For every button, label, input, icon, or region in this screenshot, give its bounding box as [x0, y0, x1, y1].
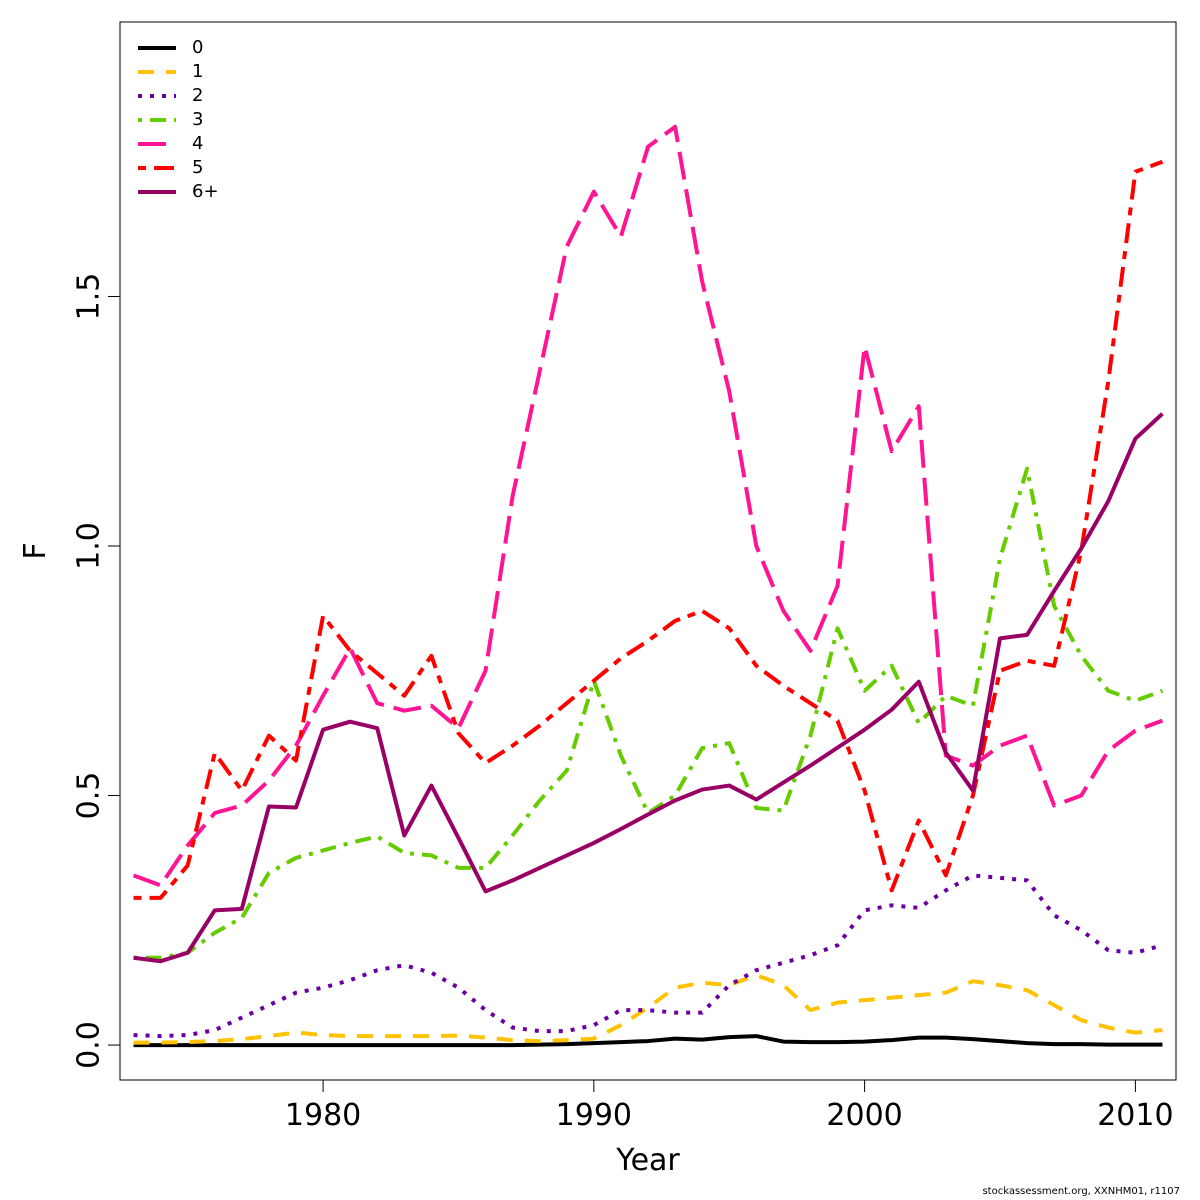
legend-label: 2 — [192, 85, 203, 106]
series-line-6plus — [133, 412, 1164, 964]
y-axis-title: F — [18, 542, 53, 559]
series-line-1 — [133, 973, 1163, 1045]
y-axis: 0.0 0.5 1.0 1.5 — [72, 273, 121, 1069]
x-tick-label: 2010 — [1097, 1098, 1173, 1133]
series-line-2 — [133, 873, 1163, 1039]
plot-border — [119, 21, 1177, 1081]
legend-label: 3 — [192, 109, 203, 130]
legend-label: 0 — [192, 37, 203, 58]
legend-label: 6+ — [192, 181, 219, 202]
y-tick-label: 1.0 — [72, 522, 107, 570]
x-tick-label: 2000 — [826, 1098, 902, 1133]
y-tick-label: 0.5 — [72, 772, 107, 820]
legend-label: 5 — [192, 157, 203, 178]
x-tick-label: 1980 — [285, 1098, 361, 1133]
y-tick-label: 1.5 — [72, 273, 107, 321]
series-line-0 — [133, 1034, 1163, 1048]
series-line-4 — [132, 124, 1164, 888]
legend-label: 1 — [192, 61, 203, 82]
legend: 0 1 2 3 4 5 6+ — [138, 37, 219, 202]
x-axis-title: Year — [615, 1143, 680, 1178]
series-line-3 — [133, 466, 1164, 960]
x-tick-label: 1990 — [556, 1098, 632, 1133]
legend-label: 4 — [192, 133, 203, 154]
series-layer — [132, 124, 1164, 1048]
series-line-5 — [133, 159, 1164, 900]
credit-text: stockassessment.org, XXNHM01, r1107 — [982, 1186, 1180, 1197]
y-tick-label: 0.0 — [72, 1021, 107, 1069]
x-axis: 1980 1990 2000 2010 — [285, 1079, 1174, 1133]
